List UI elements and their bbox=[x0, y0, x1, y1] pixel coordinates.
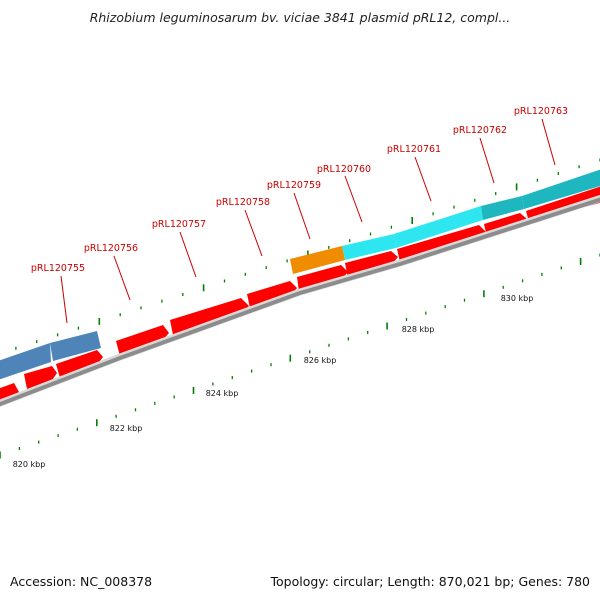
gene-label[interactable]: pRL120759 bbox=[267, 180, 321, 191]
gene-label[interactable]: pRL120761 bbox=[387, 144, 441, 155]
outer-tick-track bbox=[15, 158, 600, 350]
gene-labels: pRL120755 pRL120756 pRL120757 pRL120758 … bbox=[31, 106, 568, 274]
gene-arrow[interactable] bbox=[397, 225, 486, 262]
plasmid-backbone bbox=[0, 194, 600, 407]
accession-text: Accession: NC_008378 bbox=[10, 574, 153, 589]
map-title: Rhizobium leguminosarum bv. viciae 3841 … bbox=[89, 10, 511, 25]
gene-arrow[interactable] bbox=[247, 281, 297, 308]
ruler-label-824: 824 kbp bbox=[206, 389, 239, 398]
feature-segment-teal[interactable] bbox=[522, 168, 600, 209]
gene-label[interactable]: pRL120757 bbox=[152, 219, 206, 230]
ruler-labels: 820 kbp 822 kbp 824 kbp 826 kbp 828 kbp … bbox=[13, 294, 534, 469]
summary-text: Topology: circular; Length: 870,021 bp; … bbox=[270, 574, 591, 589]
gene-arrow[interactable] bbox=[116, 325, 169, 356]
ruler-label-820: 820 kbp bbox=[13, 460, 46, 469]
gene-label[interactable]: pRL120755 bbox=[31, 263, 85, 274]
feature-segment-cyan[interactable] bbox=[394, 206, 483, 248]
gene-arrow[interactable] bbox=[297, 265, 348, 292]
feature-segment-teal[interactable] bbox=[481, 196, 524, 220]
gene-label[interactable]: pRL120760 bbox=[317, 164, 371, 175]
ruler-label-828: 828 kbp bbox=[402, 325, 435, 334]
feature-track bbox=[0, 168, 600, 381]
ruler-label-822: 822 kbp bbox=[110, 424, 143, 433]
feature-segment-blue[interactable] bbox=[50, 331, 101, 361]
feature-segment-orange[interactable] bbox=[290, 246, 345, 274]
gene-label[interactable]: pRL120758 bbox=[216, 197, 270, 208]
gene-label-leaders bbox=[60, 118, 556, 324]
gene-arrow[interactable] bbox=[170, 298, 249, 335]
gene-label[interactable]: pRL120756 bbox=[84, 243, 138, 254]
ruler-tick-track bbox=[0, 253, 600, 459]
gene-arrow[interactable] bbox=[56, 350, 103, 378]
ruler-label-830: 830 kbp bbox=[501, 294, 534, 303]
gene-label[interactable]: pRL120763 bbox=[514, 106, 568, 117]
gene-arrow[interactable] bbox=[345, 251, 398, 278]
ruler-label-826: 826 kbp bbox=[304, 356, 337, 365]
gene-label[interactable]: pRL120762 bbox=[453, 125, 507, 136]
feature-segment-blue[interactable] bbox=[0, 343, 51, 381]
feature-segment-cyan[interactable] bbox=[342, 234, 396, 260]
